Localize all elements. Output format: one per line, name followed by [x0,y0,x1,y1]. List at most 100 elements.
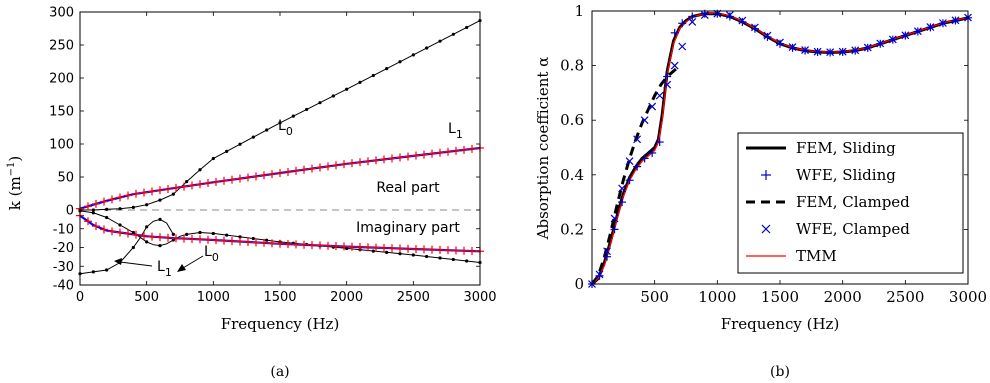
marker-wfe-clamped [801,46,809,54]
series-dot [385,250,389,254]
series-dot [145,240,149,244]
series-dot [91,208,95,212]
series-line-blue [79,146,481,210]
series-dot [171,232,175,236]
series-dot [251,236,255,241]
x-tick-label: 1500 [263,290,296,305]
legend-entry: FEM, Clamped [746,193,910,211]
arrow-l1 [119,261,153,267]
y-tick-label: 150 [49,105,74,120]
x-tick-label: 500 [134,290,159,305]
marker-wfe-clamped [633,135,642,144]
series-dot [451,257,455,262]
series-dot [158,198,162,202]
series-dot [358,80,362,84]
series-dot [145,203,149,207]
series-tmm-top [591,12,969,285]
marker-wfe-clamped [655,91,664,100]
label-l1-real: L1 [448,121,463,141]
y-tick-label: -10 [53,222,74,237]
x-tick-label: 2500 [397,290,430,305]
series-dot [438,256,442,260]
series-dot [158,244,162,248]
chart-a-ylabel: k (m−1) [6,156,24,211]
series-dot [171,192,175,196]
marker-wfe-clamped [863,43,872,52]
marker-wfe-clamped [610,214,619,223]
y-tick-label: -40 [53,279,74,294]
series-dot [411,253,415,257]
label-l0-real: L0 [278,118,293,138]
marker-wfe-clamped [625,157,634,166]
svg-text:k (m−1): k (m−1) [6,156,24,211]
series-dot [451,32,455,36]
marker-wfe-clamped [813,47,822,56]
legend-entry: WFE, Sliding [761,166,896,184]
series-fem-clamped [590,64,681,285]
series-dot [105,268,109,272]
series-dot [465,259,469,263]
marker-wfe-clamped [751,23,759,32]
marker-wfe-clamped [913,27,922,36]
series-dot [211,156,215,161]
chart-b-ylabel: Absorption coefficient α [534,57,552,241]
marker-wfe-clamped [851,46,860,55]
y-tick-label: 0.2 [560,220,584,238]
marker-wfe-clamped [788,43,797,51]
marker-wfe-clamped [648,102,657,111]
series-dot [371,73,375,78]
chart-a: 0 500 1000 1500 2000 2500 3000 -40 -30 -20 -10 0 50 1… [6,6,497,381]
marker-wfe-clamped [951,16,960,25]
series-dot [105,207,109,211]
series-dot [225,149,229,153]
series-dot [225,233,229,237]
chart-a-xlabel: Frequency (Hz) [221,315,340,333]
y-tick-label: -20 [53,241,74,256]
label-l1-imag: L1 [157,259,172,279]
series-dot [158,217,162,221]
y-tick-label: 100 [49,138,74,153]
arrow-l1-head [114,258,122,265]
series-dot [198,168,202,172]
legend-entry: TMM [746,247,837,265]
y-tick-label: 0 [574,275,584,293]
legend-entry: FEM, Sliding [746,139,896,157]
series-dot [278,121,282,125]
series-dot [105,215,109,220]
series-dot [465,25,469,30]
series-dot [398,252,402,256]
series-dot [305,107,309,112]
x-tick-label: 3000 [949,288,987,306]
series-dot [211,231,215,236]
series-dot [91,211,95,215]
series-dot [265,128,269,132]
x-tick-label: 1500 [761,288,799,306]
legend-label: TMM [796,247,837,265]
series-dot [425,254,429,259]
series-dot [318,101,322,105]
series-dot [438,39,442,43]
series-dot [371,249,375,253]
caption-b: (b) [770,364,790,380]
series-dot [251,135,255,139]
series-dot [118,223,122,227]
series-dot [185,180,189,184]
arrow-l0 [182,255,204,269]
series-dot [291,114,295,118]
x-tick-label: 1000 [698,288,736,306]
marker-wfe-clamped [670,61,679,70]
legend-swatch [761,224,771,234]
marker-wfe-clamped [901,31,910,40]
y-tick-label: 50 [57,171,74,186]
series-dot [331,94,335,98]
legend-label: WFE, Sliding [796,166,896,184]
legend-label: FEM, Clamped [796,193,910,211]
series-dot [265,238,269,242]
annotation-imaginary-part: Imaginary part [356,220,460,236]
series-dot [238,142,242,146]
y-tick-label: 300 [49,6,74,21]
y-tick-label: 1 [574,2,584,20]
series-dot [145,225,149,229]
y-tick-label: -30 [53,260,74,275]
marker-wfe-clamped [738,16,747,25]
